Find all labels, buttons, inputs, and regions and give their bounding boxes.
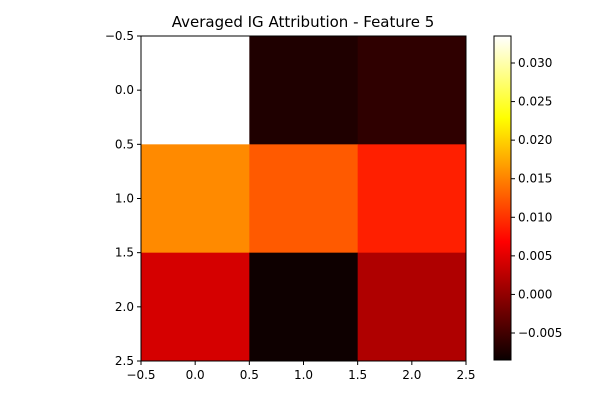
x-tick-label: −0.5 (126, 368, 155, 382)
y-tick-label: 2.5 (115, 354, 134, 368)
y-axis: −0.5 0.0 0.5 1.0 1.5 2.0 2.5 (105, 29, 141, 368)
x-tick-label: 2.0 (402, 368, 421, 382)
colorbar-tick-label: 0.015 (518, 172, 552, 186)
heatmap-cell-1-1 (249, 144, 359, 254)
colorbar-gradient (494, 36, 511, 360)
x-axis: −0.5 0.0 0.5 1.0 1.5 2.0 2.5 (126, 361, 476, 382)
chart-title: Averaged IG Attribution - Feature 5 (172, 13, 435, 31)
heatmap-cell-2-1 (249, 252, 359, 362)
heatmap-cell-0-1 (249, 36, 359, 145)
colorbar-tick-label: 0.010 (518, 210, 552, 224)
heatmap-cell-1-2 (357, 144, 467, 254)
colorbar-tick-label: 0.000 (518, 287, 552, 301)
y-tick-label: 0.0 (115, 83, 134, 97)
colorbar: −0.005 0.000 0.005 0.010 0.015 0.020 0.025 0.03… (493, 35, 562, 361)
x-tick-label: 2.5 (456, 368, 475, 382)
y-tick-label: 1.5 (115, 246, 134, 260)
y-tick-label: −0.5 (105, 29, 134, 43)
y-tick-label: 1.0 (115, 192, 134, 206)
x-tick-label: 1.0 (294, 368, 313, 382)
y-tick-label: 0.5 (115, 137, 134, 151)
heatmap-cell-1-0 (141, 144, 250, 254)
colorbar-ticks: −0.005 0.000 0.005 0.010 0.015 0.020 0.025 0.03… (511, 56, 562, 340)
x-tick-label: 1.5 (348, 368, 367, 382)
colorbar-tick-label: 0.020 (518, 133, 552, 147)
heatmap-cell-2-0 (141, 252, 250, 362)
colorbar-tick-label: 0.025 (518, 95, 552, 109)
x-tick-label: 0.0 (186, 368, 205, 382)
colorbar-frame (493, 35, 512, 361)
colorbar-tick-label: 0.030 (518, 56, 552, 70)
colorbar-tick-label: −0.005 (518, 326, 562, 340)
heatmap-cell-2-2 (357, 252, 467, 362)
colorbar-tick-label: 0.005 (518, 249, 552, 263)
x-tick-label: 0.5 (240, 368, 259, 382)
heatmap-cell-0-2 (357, 36, 467, 145)
y-tick-label: 2.0 (115, 300, 134, 314)
heatmap-cell-0-0 (141, 36, 250, 145)
heatmap-cells (141, 36, 467, 362)
